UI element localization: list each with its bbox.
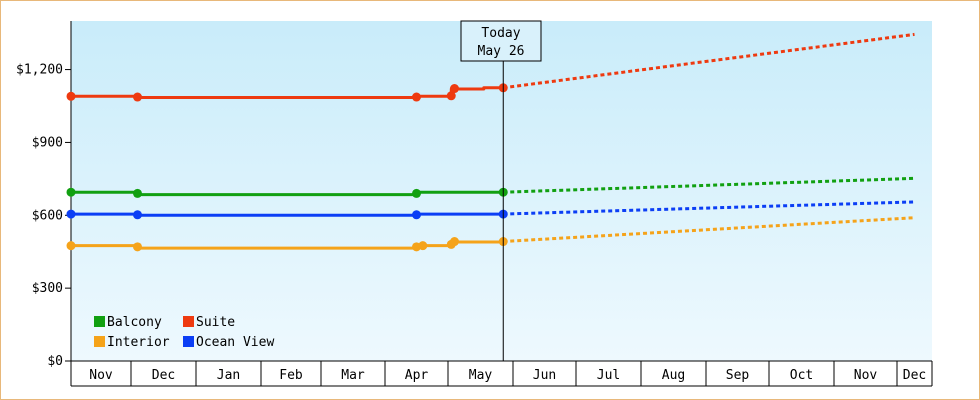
x-tick-label: Nov [89, 368, 113, 383]
y-tick-label: $300 [32, 281, 63, 296]
data-point [66, 187, 76, 197]
y-axis: $0 $300 $600 $900 $1,200 [16, 21, 72, 369]
data-point [450, 237, 459, 247]
data-point [133, 188, 142, 198]
y-tick-label: $0 [47, 354, 63, 369]
x-tick-label: Jun [533, 368, 556, 383]
today-callout-box [460, 20, 542, 62]
data-point [412, 210, 421, 220]
data-point [66, 241, 76, 251]
data-point [418, 241, 428, 251]
x-tick-label: Oct [790, 368, 813, 383]
legend-swatch [94, 316, 105, 327]
x-tick-label: Sep [726, 368, 750, 383]
legend-label: Interior [107, 335, 170, 350]
series-forecast-line [503, 200, 915, 216]
legend-item-interior: Interior [94, 335, 170, 350]
today-label: Today [481, 26, 520, 41]
x-tick-label: Dec [152, 368, 175, 383]
x-tick-label: Aug [662, 368, 685, 383]
series-balcony [66, 176, 915, 198]
data-point [450, 84, 459, 94]
legend: Balcony Suite Interior Ocean View [94, 315, 274, 350]
today-marker: Today May 26 [460, 20, 542, 361]
data-point [412, 188, 421, 198]
y-tick-label: $600 [32, 208, 63, 223]
data-point [446, 91, 456, 101]
series-layer [66, 32, 915, 252]
data-point [412, 92, 421, 102]
series-interior [66, 216, 915, 252]
x-tick-label: Feb [279, 368, 303, 383]
today-date: May 26 [478, 44, 525, 59]
series-forecast-line [503, 32, 915, 90]
legend-swatch [183, 316, 194, 327]
x-tick-label: Dec [903, 368, 926, 383]
legend-item-suite: Suite [183, 315, 235, 330]
data-point [133, 242, 142, 252]
series-line [71, 190, 504, 197]
legend-label: Balcony [107, 315, 162, 330]
legend-label: Ocean View [196, 335, 274, 350]
legend-label: Suite [196, 315, 235, 330]
series-ocean-view [66, 200, 915, 220]
data-point [133, 92, 142, 102]
x-tick-label: Jul [597, 368, 620, 383]
x-tick-label: May [469, 368, 493, 383]
data-point [66, 91, 76, 101]
legend-item-balcony: Balcony [94, 315, 162, 330]
x-tick-label: Jan [217, 368, 240, 383]
series-line [71, 212, 504, 217]
x-tick-label: Mar [341, 368, 365, 383]
legend-item-ocean-view: Ocean View [183, 335, 274, 350]
data-point [66, 209, 76, 219]
series-forecast-line [503, 176, 915, 194]
series-forecast-line [503, 216, 915, 244]
x-tick-label: Nov [854, 368, 878, 383]
x-tick-label: Apr [405, 368, 429, 383]
x-axis: Nov Dec Jan Feb Mar Apr May Jun Jul Aug Sep Oct Nov D… [70, 360, 933, 387]
y-tick-label: $900 [32, 135, 63, 150]
legend-swatch [94, 336, 105, 347]
data-point [133, 210, 142, 220]
legend-swatch [183, 336, 194, 347]
y-tick-label: $1,200 [16, 63, 63, 78]
series-suite [66, 32, 915, 102]
